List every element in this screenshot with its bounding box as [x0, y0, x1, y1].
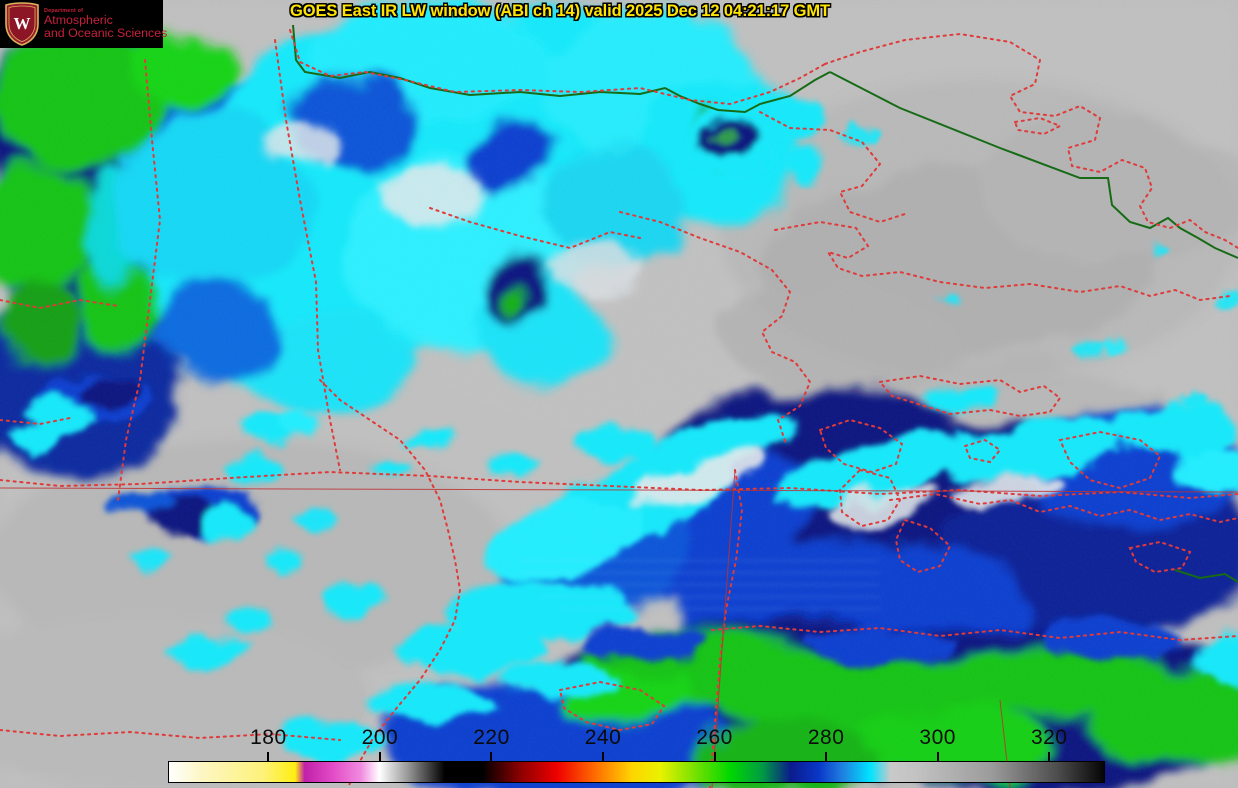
uw-crest-icon: W: [5, 2, 39, 46]
state-boundary-overlay: [0, 29, 1238, 788]
product-title: GOES East IR LW window (ABI ch 14) valid…: [290, 2, 831, 20]
logo-text-block: Department of Atmospheric and Oceanic Sc…: [44, 7, 168, 40]
temperature-colorbar[interactable]: [168, 761, 1105, 783]
logo-institution-line2: and Oceanic Sciences: [44, 25, 168, 40]
logo-institution-line1: Atmospheric: [44, 13, 113, 28]
logo-department-label: Department of: [44, 7, 84, 14]
uw-aos-logo-banner: W Department of Atmospheric and Oceanic …: [0, 0, 167, 48]
coastline-overlay: [292, 24, 1238, 583]
svg-text:W: W: [14, 14, 31, 33]
